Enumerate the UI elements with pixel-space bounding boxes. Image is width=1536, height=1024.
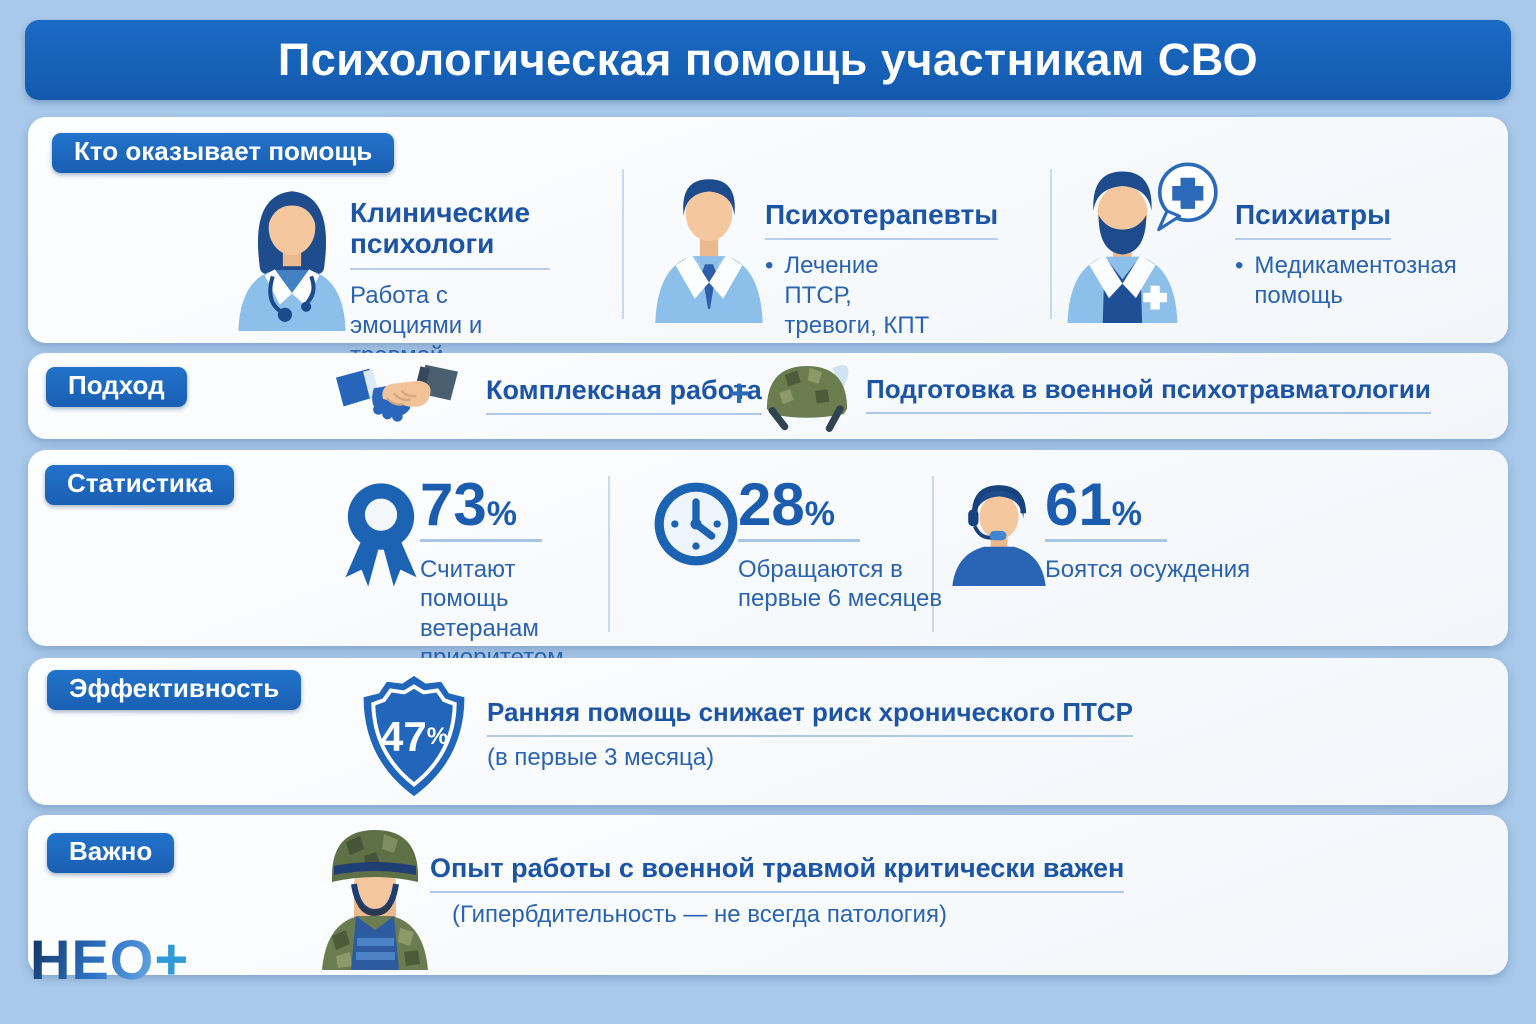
approach-item-2: Подготовка в военной психотравматологии <box>866 374 1431 414</box>
column-divider <box>1050 169 1052 319</box>
stat-block: 28% Обращаются в первые 6 месяцев <box>738 475 953 614</box>
stat-value: 28 <box>738 471 805 538</box>
section-effectiveness: Эффективность 47% Ранняя помощь снижает … <box>28 658 1508 805</box>
stat-caption: Обращаются в первые 6 месяцев <box>738 556 943 613</box>
specialist-text-block: Психотерапевты • Лечение ПТСР, тревоги, … <box>765 199 999 341</box>
column-divider <box>622 169 624 319</box>
section-badge: Подход <box>46 367 187 407</box>
specialist-text-block: Психиатры • Медикаментозная помощь <box>1235 199 1465 311</box>
clock-icon <box>650 478 742 575</box>
stat-value-underline: 73% <box>420 475 542 542</box>
stat-unit: % <box>486 495 517 533</box>
military-helmet-icon <box>758 357 856 438</box>
specialist-desc: Лечение ПТСР, тревоги, КПТ <box>784 252 930 340</box>
neo-plus-logo: НЕО+ <box>30 926 188 993</box>
plus-icon: + <box>728 373 751 415</box>
specialist-title: Психиатры <box>1235 199 1391 241</box>
stat-value-underline: 28% <box>738 475 860 542</box>
shield-value: 47 <box>379 713 427 760</box>
shield-icon: 47% <box>355 672 473 800</box>
section-badge: Кто оказывает помощь <box>52 133 395 173</box>
award-ribbon-icon <box>336 476 426 601</box>
approach-item-1: Комплексная работа <box>486 375 762 416</box>
bullet-icon: • <box>765 252 774 280</box>
bullet-icon: • <box>1235 252 1244 280</box>
stat-unit: % <box>804 495 835 533</box>
effectiveness-note: (в первые 3 месяца) <box>487 744 715 771</box>
soldier-icon <box>300 820 450 975</box>
specialist-title: Клинические психологи <box>350 197 550 270</box>
section-badge: Эффективность <box>47 670 302 710</box>
stat-unit: % <box>1111 495 1142 533</box>
stat-block: 61% Боятся осуждения <box>1045 475 1295 584</box>
logo-text: НЕО <box>30 928 155 991</box>
section-who-provides-help: Кто оказывает помощь Клинические психоло… <box>28 117 1508 369</box>
stat-divider <box>608 476 610 632</box>
shield-value-block: 47% <box>355 672 473 800</box>
headset-person-icon <box>943 474 1055 591</box>
section-badge: Статистика <box>45 465 235 505</box>
stat-caption: Боятся осуждения <box>1045 556 1251 583</box>
important-note: (Гипербдительность — не всегда патология… <box>452 901 947 928</box>
section-statistics: Статистика 73% Считают помощь ветеранам … <box>28 450 1508 671</box>
specialist-desc: Медикаментозная помощь <box>1254 252 1457 310</box>
handshake-icon <box>318 361 476 438</box>
stat-caption: Считают помощь ветеранам приоритетом <box>420 556 564 671</box>
specialist-title: Психотерапевты <box>765 199 999 241</box>
logo-plus-icon: + <box>154 927 189 992</box>
page-title-text: Психологическая помощь участникам СВО <box>277 34 1259 85</box>
specialist-desc-row: • Медикаментозная помощь <box>1235 251 1465 311</box>
section-approach: Подход Комплексная работа + Подготовка <box>28 353 1508 439</box>
specialist-text-block: Клинические психологи Работа с эмоциями … <box>350 197 550 371</box>
specialist-desc-row: • Лечение ПТСР, тревоги, КПТ <box>765 251 995 341</box>
stat-value: 73 <box>420 471 487 538</box>
stat-value: 61 <box>1045 471 1112 538</box>
bearded-psychiatrist-avatar-icon <box>1050 157 1226 328</box>
effectiveness-heading: Ранняя помощь снижает риск хронического … <box>487 697 1134 737</box>
section-important: Важно Опыт работы с военной травмой крит… <box>28 815 1508 975</box>
stat-divider <box>932 476 934 632</box>
section-badge: Важно <box>47 833 175 873</box>
page-title: Психологическая помощь участникам СВО <box>25 20 1511 100</box>
stat-block: 73% Считают помощь ветеранам приоритетом <box>420 475 595 672</box>
male-psychotherapist-avatar-icon <box>643 161 775 328</box>
shield-unit: % <box>426 723 449 750</box>
important-heading: Опыт работы с военной травмой критически… <box>430 853 1125 894</box>
stat-value-underline: 61% <box>1045 475 1167 542</box>
female-psychologist-avatar-icon <box>226 169 358 336</box>
